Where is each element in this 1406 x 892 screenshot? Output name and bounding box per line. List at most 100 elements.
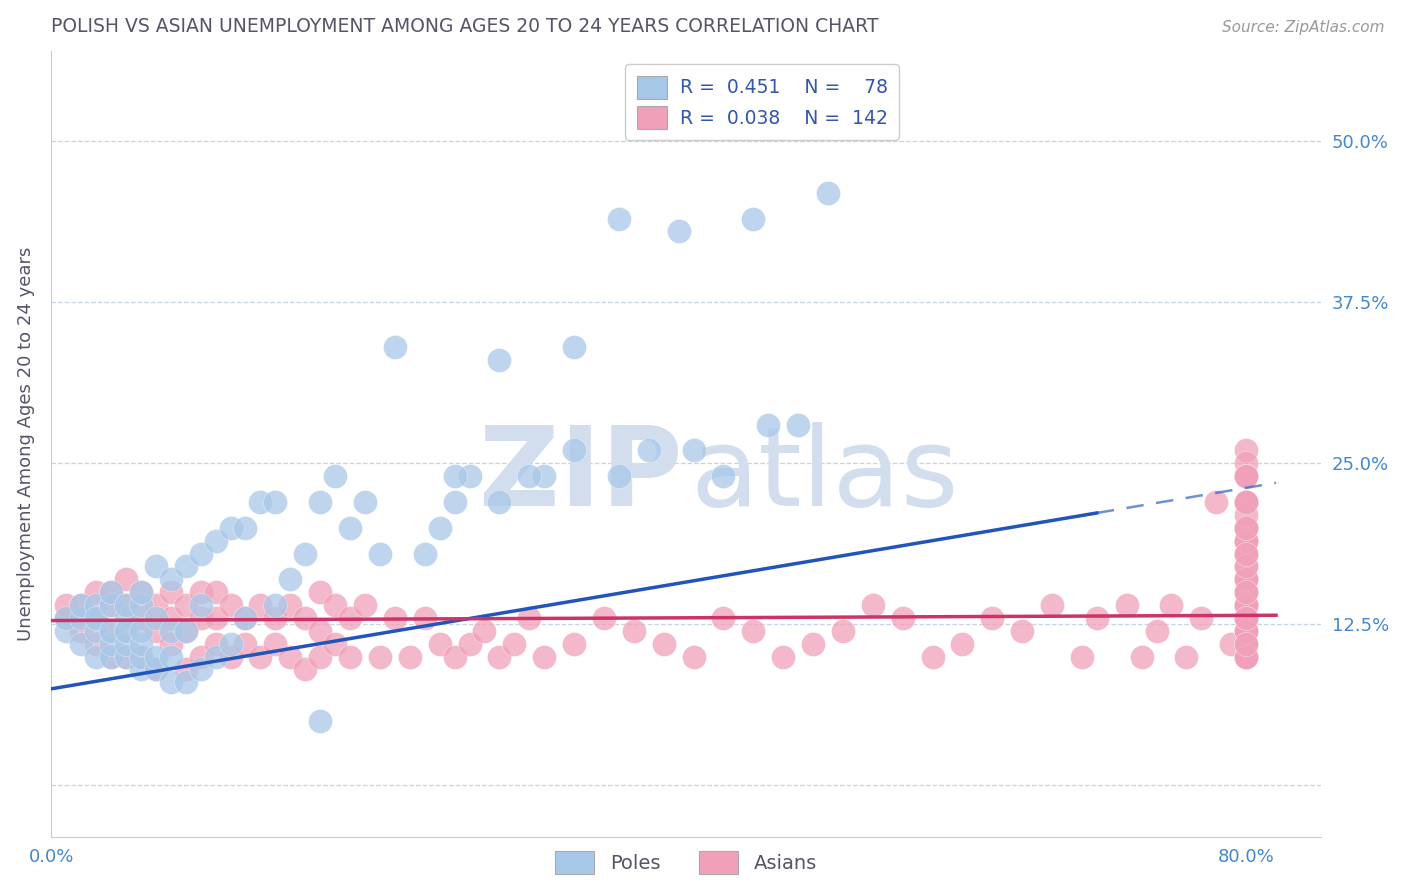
Point (1160, 598, 1182, 612)
Point (129, 585, 152, 599)
Point (429, 637, 451, 651)
Point (115, 611, 138, 625)
Point (668, 224, 690, 238)
Point (713, 469, 735, 483)
Point (562, 443, 585, 458)
Point (1234, 533, 1257, 548)
Point (1234, 611, 1257, 625)
Point (1234, 521, 1257, 535)
Point (1234, 495, 1257, 509)
Point (488, 353, 510, 368)
Point (1234, 456, 1257, 470)
Point (174, 624, 197, 638)
Point (488, 495, 510, 509)
Point (1205, 495, 1227, 509)
Point (1234, 495, 1257, 509)
Point (921, 649, 943, 664)
Point (129, 585, 152, 599)
Point (1175, 649, 1198, 664)
Point (1234, 637, 1257, 651)
Point (264, 598, 287, 612)
Point (190, 663, 212, 677)
Point (562, 637, 585, 651)
Point (682, 649, 704, 664)
Point (1234, 572, 1257, 586)
Point (533, 649, 555, 664)
Point (1040, 598, 1063, 612)
Point (204, 637, 226, 651)
Point (742, 624, 765, 638)
Point (1234, 585, 1257, 599)
Point (607, 211, 630, 226)
Point (607, 469, 630, 483)
Point (429, 521, 451, 535)
Point (1234, 547, 1257, 561)
Point (517, 469, 540, 483)
Point (323, 637, 346, 651)
Point (756, 417, 779, 432)
Point (100, 624, 122, 638)
Point (145, 663, 167, 677)
Point (323, 469, 346, 483)
Point (84, 649, 107, 664)
Point (159, 624, 181, 638)
Point (1234, 495, 1257, 509)
Point (1234, 637, 1257, 651)
Point (832, 624, 855, 638)
Point (1234, 547, 1257, 561)
Point (55, 624, 77, 638)
Point (891, 611, 914, 625)
Point (981, 611, 1004, 625)
Point (817, 186, 839, 200)
Point (129, 611, 152, 625)
Point (249, 598, 271, 612)
Point (235, 611, 257, 625)
Point (190, 585, 212, 599)
Point (219, 598, 242, 612)
Point (488, 649, 510, 664)
Point (623, 624, 645, 638)
Point (1234, 508, 1257, 522)
Point (55, 598, 77, 612)
Point (1234, 649, 1257, 664)
Point (70, 611, 93, 625)
Point (713, 611, 735, 625)
Point (742, 211, 765, 226)
Point (204, 649, 226, 664)
Point (458, 637, 481, 651)
Point (100, 598, 122, 612)
Point (384, 340, 406, 354)
Point (70, 598, 93, 612)
Point (1234, 521, 1257, 535)
Point (637, 443, 659, 458)
Point (339, 611, 361, 625)
Point (1234, 521, 1257, 535)
Point (84, 611, 107, 625)
Point (772, 649, 794, 664)
Point (1234, 495, 1257, 509)
Point (219, 521, 242, 535)
Text: atlas: atlas (690, 422, 959, 529)
Point (682, 443, 704, 458)
Point (1189, 611, 1212, 625)
Point (1234, 598, 1257, 612)
Point (1234, 572, 1257, 586)
Point (533, 469, 555, 483)
Point (145, 649, 167, 664)
Point (443, 495, 465, 509)
Point (115, 598, 138, 612)
Point (129, 598, 152, 612)
Point (84, 637, 107, 651)
Point (100, 649, 122, 664)
Point (1234, 585, 1257, 599)
Point (159, 572, 181, 586)
Point (129, 637, 152, 651)
Point (1070, 649, 1092, 664)
Point (1234, 572, 1257, 586)
Point (235, 611, 257, 625)
Point (413, 547, 436, 561)
Point (145, 559, 167, 574)
Point (1234, 598, 1257, 612)
Point (55, 611, 77, 625)
Point (1085, 611, 1108, 625)
